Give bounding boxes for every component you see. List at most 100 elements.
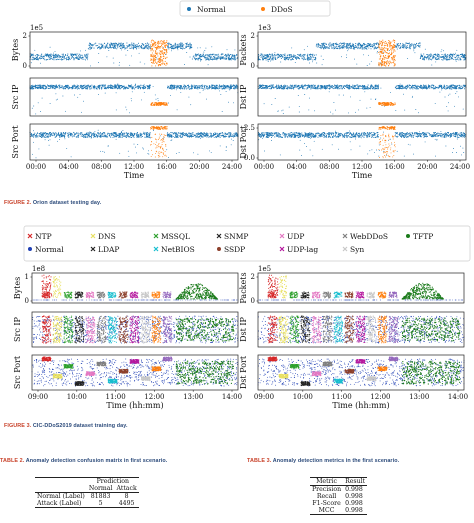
fig3-right-panel-1-attack: [377, 315, 388, 344]
fig3-left-panel-0-attack: [63, 291, 73, 299]
fig3-left-panel-0-tick: 1: [25, 273, 29, 281]
legend-mssql-marker: [153, 233, 159, 239]
fig3-right-panel-0-attack: [311, 291, 321, 299]
legend-syn-label: Syn: [350, 245, 364, 254]
legend-ssdp-label: SSDP: [224, 245, 245, 254]
table3-col-result: Result: [345, 478, 366, 485]
figure2-legend: [179, 0, 331, 17]
fig2-right-panel-2-frame: [257, 123, 467, 161]
fig3-right-panel-1-attack: [333, 315, 344, 344]
fig2-left-panel-1-normal-sparse: [31, 83, 239, 115]
fig3-right-panel-0-multiplier: 1e5: [258, 265, 271, 273]
table2-group-header: Prediction: [96, 478, 129, 485]
fig3-right-panel-1-attack: [289, 315, 300, 344]
fig3-left-xaxis-tick-label: 14:00: [222, 393, 242, 401]
legend-ldap-marker: [90, 246, 96, 252]
legend-udp-marker: [279, 233, 285, 239]
legend-snmp-label: SNMP: [224, 232, 248, 241]
fig3-left-panel-0-tick: 0: [25, 297, 29, 305]
fig3-right-panel-1-attack: [267, 315, 278, 344]
fig3-right-panel-0-ntp-burst: [267, 274, 279, 298]
table2-cell: 4495: [118, 500, 135, 507]
fig2-right-panel-2-tick: 2.5: [244, 124, 255, 132]
fig3-right-panel-0-tftp: [401, 282, 444, 300]
table2-col-attack: Attack: [116, 485, 137, 492]
legend-normal-label: Normal: [35, 245, 64, 254]
fig3-left-panel-1-attack: [52, 316, 63, 344]
fig3-left-panel-1-attack: [41, 315, 52, 344]
fig3-right-xaxis-tick-label: 11:00: [332, 393, 352, 401]
fig2-left-panel-0-tick: 2: [23, 32, 27, 40]
fig3-right-panel-0-ylabel: Packets: [239, 272, 248, 303]
fig2-right-panel-0-frame: [257, 31, 467, 69]
fig3-left-xaxis-tick-label: 09:00: [28, 393, 48, 401]
table2-cell: 5: [98, 500, 103, 507]
legend-mssql-label: MSSQL: [161, 232, 190, 241]
fig3-right-panel-0-attack: [366, 291, 375, 299]
legend-normal-marker: [28, 247, 32, 251]
legend-udp-label: UDP: [287, 232, 304, 241]
fig2-left-panel-2-frame: [29, 123, 239, 161]
fig3-right-xaxis-tick-label: 14:00: [448, 393, 468, 401]
fig2-right-panel-1-ddos: [378, 101, 396, 107]
fig3-right-panel-1-attack: [322, 315, 333, 343]
fig2-right-xaxis-tick-label: 04:00: [287, 163, 307, 171]
fig3-left-panel-0-attack: [129, 291, 139, 299]
fig3-left-panel-2-normal: [31, 358, 238, 387]
fig3-left-panel-1-attack: [140, 315, 151, 344]
fig3-right-panel-2-tftp: [401, 360, 461, 385]
legend-normal-marker: [187, 7, 191, 11]
table-row: Normal (Label) 81883 8: [35, 492, 139, 501]
fig2-left-panel-0-ylabel: Bytes: [11, 39, 20, 61]
figure2-caption-label: FIGURE 2.: [4, 200, 32, 206]
legend-ldap-label: LDAP: [98, 245, 119, 254]
fig3-right-panel-0-points: [257, 274, 464, 301]
fig3-left-panel-2-attack: [63, 363, 74, 369]
fig3-left-panel-1-attack: [63, 315, 74, 344]
fig3-left-panel-0-points: [31, 274, 239, 301]
fig2-left-xlabel: Time: [124, 171, 144, 180]
figure3-caption-text: CIC-DDoS2019 dataset training day.: [32, 423, 128, 429]
legend-dns-marker: [90, 233, 96, 239]
fig2-right-panel-1-normal-sparse: [263, 83, 467, 115]
legend-ntp-label: NTP: [35, 232, 52, 241]
legend-ddos-marker: [261, 7, 265, 11]
legend-normal-label: Normal: [197, 5, 226, 14]
fig2-left-panel-2-normal: [29, 131, 239, 139]
fig2-right-panel-1-frame: [257, 77, 467, 117]
fig3-left-panel-0-attack: [107, 291, 117, 299]
fig2-right-xaxis-tick-label: 20:00: [417, 163, 437, 171]
fig2-right-panel-2-tick: 0.0: [244, 154, 255, 162]
fig3-right-xaxis-tick-label: 12:00: [370, 393, 390, 401]
fig3-left-panel-1-attack: [162, 315, 173, 344]
fig2-right-xaxis-tick-label: 24:00: [450, 163, 470, 171]
fig2-right-panel-0-multiplier: 1e3: [258, 24, 271, 32]
fig3-right-xlabel: Time (hh:mm): [332, 401, 389, 410]
fig3-right-panel-1-ylabel: Dst IP: [239, 316, 248, 341]
fig2-right-panel-2-normal: [257, 131, 467, 139]
fig2-right-panel-1-ylabel: Dst IP: [239, 84, 248, 109]
fig3-left-panel-0-attack: [52, 275, 62, 298]
fig3-right-panel-0-tick: 2: [251, 273, 255, 281]
fig2-right-xaxis-tick-label: 08:00: [319, 163, 339, 171]
legend-udp-lag-marker: [279, 246, 285, 252]
legend-webddos-marker: [342, 233, 348, 239]
fig3-right-panel-2-attack: [289, 363, 300, 369]
fig2-left-panel-2-normal-sparse: [32, 129, 236, 159]
fig3-right-panel-2-frame: [257, 354, 465, 391]
legend-webddos-label: WebDDoS: [350, 232, 388, 241]
legend-netbios-label: NetBIOS: [161, 245, 195, 254]
fig2-left-panel-0-normal: [29, 42, 239, 61]
table3-result: 0.998: [345, 493, 363, 500]
table-row: Attack (Label) 5 4495: [35, 500, 139, 508]
fig3-right-panel-2-attack: [344, 368, 355, 374]
fig3-right-panel-2-points: [257, 356, 465, 387]
legend-ssdp-marker: [217, 247, 221, 251]
fig3-left-panel-2-attack: [41, 356, 52, 362]
fig3-right-panel-1-attack: [278, 315, 289, 344]
figure3-legend: [23, 225, 471, 262]
fig2-left-panel-2-points: [29, 126, 239, 159]
fig2-left-panel-2-ddos: [150, 126, 168, 130]
fig3-right-panel-1-attack: [355, 315, 366, 344]
fig3-right-panel-1-points: [257, 315, 465, 344]
